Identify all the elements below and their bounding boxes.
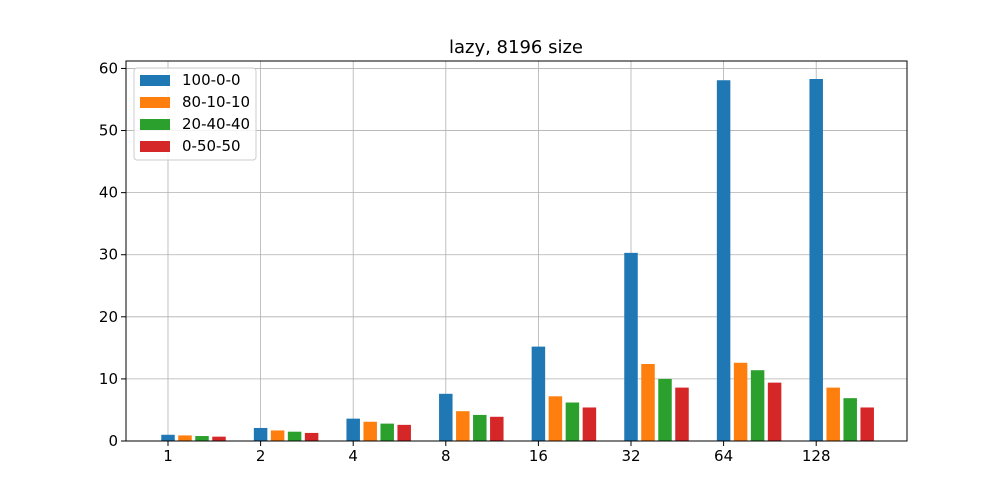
bar-80-10-10-4 bbox=[363, 421, 377, 441]
legend-label: 80-10-10 bbox=[182, 93, 250, 111]
legend-swatch bbox=[140, 119, 170, 130]
bar-20-40-40-32 bbox=[658, 378, 672, 441]
bar-0-50-50-8 bbox=[490, 416, 504, 441]
bar-80-10-10-8 bbox=[456, 411, 470, 441]
bar-100-0-0-2 bbox=[253, 427, 268, 441]
bar-100-0-0-64 bbox=[716, 80, 731, 442]
x-tick-label: 64 bbox=[714, 447, 733, 465]
x-tick-label: 128 bbox=[802, 447, 831, 465]
legend-swatch bbox=[140, 97, 170, 108]
chart-title: lazy, 8196 size bbox=[449, 37, 583, 58]
legend-swatch bbox=[140, 75, 170, 86]
bar-20-40-40-1 bbox=[195, 436, 209, 441]
x-tick-label: 4 bbox=[348, 447, 358, 465]
legend-label: 20-40-40 bbox=[182, 115, 250, 133]
bar-0-50-50-4 bbox=[397, 424, 411, 441]
x-tick-label: 8 bbox=[441, 447, 451, 465]
bar-100-0-0-8 bbox=[439, 393, 453, 441]
bar-80-10-10-2 bbox=[270, 430, 285, 441]
bar-0-50-50-32 bbox=[675, 387, 689, 441]
y-tick-label: 20 bbox=[99, 308, 118, 326]
x-tick-label: 16 bbox=[529, 447, 548, 465]
bar-0-50-50-128 bbox=[860, 407, 874, 441]
legend-swatch bbox=[140, 141, 170, 152]
bar-20-40-40-128 bbox=[843, 398, 857, 441]
x-tick-label: 1 bbox=[163, 447, 173, 465]
bar-0-50-50-64 bbox=[767, 382, 782, 441]
bar-80-10-10-128 bbox=[826, 387, 840, 441]
x-tick-label: 32 bbox=[621, 447, 640, 465]
bar-20-40-40-8 bbox=[473, 414, 487, 441]
y-tick-label: 10 bbox=[99, 370, 118, 388]
plot-area bbox=[125, 60, 908, 442]
bar-100-0-0-32 bbox=[624, 252, 638, 441]
bar-100-0-0-16 bbox=[531, 346, 546, 441]
bar-20-40-40-4 bbox=[380, 423, 394, 441]
bars bbox=[161, 79, 874, 442]
bar-80-10-10-16 bbox=[548, 396, 563, 441]
bar-20-40-40-64 bbox=[750, 370, 765, 441]
bar-100-0-0-4 bbox=[346, 418, 360, 441]
bar-0-50-50-16 bbox=[582, 407, 597, 441]
bar-100-0-0-1 bbox=[161, 434, 175, 441]
y-tick-label: 40 bbox=[99, 184, 118, 202]
y-tick-label: 50 bbox=[99, 122, 118, 140]
y-tick-label: 0 bbox=[108, 432, 118, 450]
legend: 100-0-0 80-10-10 20-40-40 0-50-50 bbox=[133, 67, 257, 161]
bar-20-40-40-2 bbox=[287, 431, 302, 441]
legend-label: 100-0-0 bbox=[182, 71, 241, 89]
x-tick-label: 2 bbox=[256, 447, 266, 465]
axes: 0 10 20 30 40 50 60 1 2 4 8 16 32 64 128 bbox=[99, 59, 831, 465]
bar-20-40-40-16 bbox=[565, 402, 580, 441]
bar-0-50-50-1 bbox=[212, 436, 226, 441]
legend-box bbox=[133, 67, 257, 161]
bar-80-10-10-64 bbox=[733, 362, 748, 441]
bar-100-0-0-128 bbox=[809, 79, 823, 442]
bar-80-10-10-1 bbox=[178, 435, 192, 441]
bar-0-50-50-2 bbox=[304, 432, 319, 441]
bar-80-10-10-32 bbox=[641, 364, 655, 441]
legend-label: 0-50-50 bbox=[182, 137, 241, 155]
y-tick-label: 30 bbox=[99, 246, 118, 264]
y-tick-label: 60 bbox=[99, 59, 118, 77]
